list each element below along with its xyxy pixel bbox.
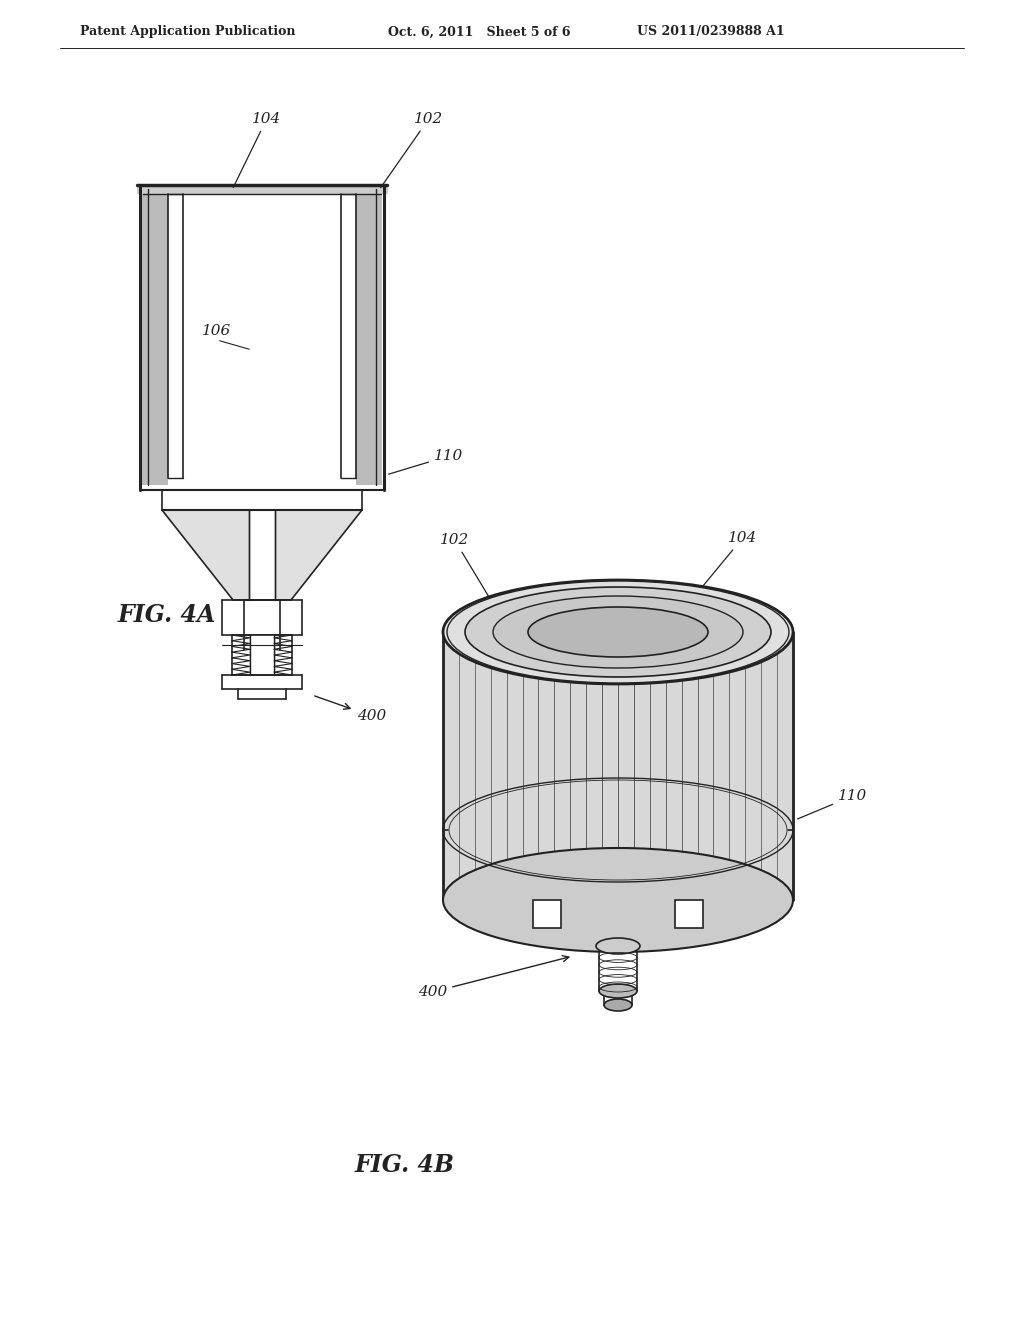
Bar (250, 635, 274, 675)
Ellipse shape (465, 587, 771, 677)
Polygon shape (162, 510, 362, 601)
Text: 400: 400 (418, 956, 568, 999)
Text: 106: 106 (202, 323, 231, 338)
Ellipse shape (604, 999, 632, 1011)
Ellipse shape (443, 579, 793, 684)
Ellipse shape (447, 581, 790, 682)
Bar (249, 510, 275, 601)
Text: 110: 110 (798, 789, 867, 818)
Text: FIG. 4B: FIG. 4B (355, 1152, 455, 1177)
Ellipse shape (493, 597, 743, 668)
Polygon shape (356, 194, 382, 484)
Bar (534, 900, 561, 928)
Polygon shape (142, 194, 168, 484)
Ellipse shape (599, 983, 637, 998)
Ellipse shape (528, 607, 708, 657)
Text: 102: 102 (381, 112, 443, 187)
Text: 102: 102 (440, 533, 497, 610)
Ellipse shape (596, 939, 640, 954)
Text: FIG. 4A: FIG. 4A (118, 603, 216, 627)
Text: 104: 104 (699, 531, 758, 590)
Text: 110: 110 (389, 449, 463, 474)
Text: Patent Application Publication: Patent Application Publication (80, 25, 296, 38)
Bar (675, 900, 703, 928)
Text: 400: 400 (314, 696, 386, 723)
Polygon shape (443, 632, 793, 900)
Bar (137, 185, 388, 194)
Text: US 2011/0239888 A1: US 2011/0239888 A1 (637, 25, 784, 38)
Text: 104: 104 (233, 112, 282, 187)
Ellipse shape (443, 847, 793, 952)
Text: Oct. 6, 2011   Sheet 5 of 6: Oct. 6, 2011 Sheet 5 of 6 (388, 25, 570, 38)
